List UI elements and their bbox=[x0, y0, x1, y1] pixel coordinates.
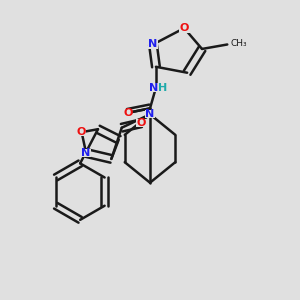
FancyBboxPatch shape bbox=[178, 24, 190, 33]
Text: CH₃: CH₃ bbox=[230, 39, 247, 48]
Text: O: O bbox=[136, 118, 146, 128]
Text: H: H bbox=[158, 82, 167, 93]
FancyBboxPatch shape bbox=[136, 119, 146, 128]
Text: O: O bbox=[179, 23, 189, 33]
Text: N: N bbox=[146, 109, 154, 119]
Text: N: N bbox=[149, 82, 158, 93]
FancyBboxPatch shape bbox=[77, 128, 86, 136]
Text: O: O bbox=[123, 108, 132, 118]
FancyBboxPatch shape bbox=[123, 109, 133, 117]
FancyBboxPatch shape bbox=[147, 83, 165, 92]
Text: O: O bbox=[77, 127, 86, 137]
FancyBboxPatch shape bbox=[81, 149, 91, 157]
FancyBboxPatch shape bbox=[145, 110, 155, 118]
FancyBboxPatch shape bbox=[148, 40, 158, 49]
Text: N: N bbox=[82, 148, 91, 158]
Text: N: N bbox=[148, 40, 158, 50]
